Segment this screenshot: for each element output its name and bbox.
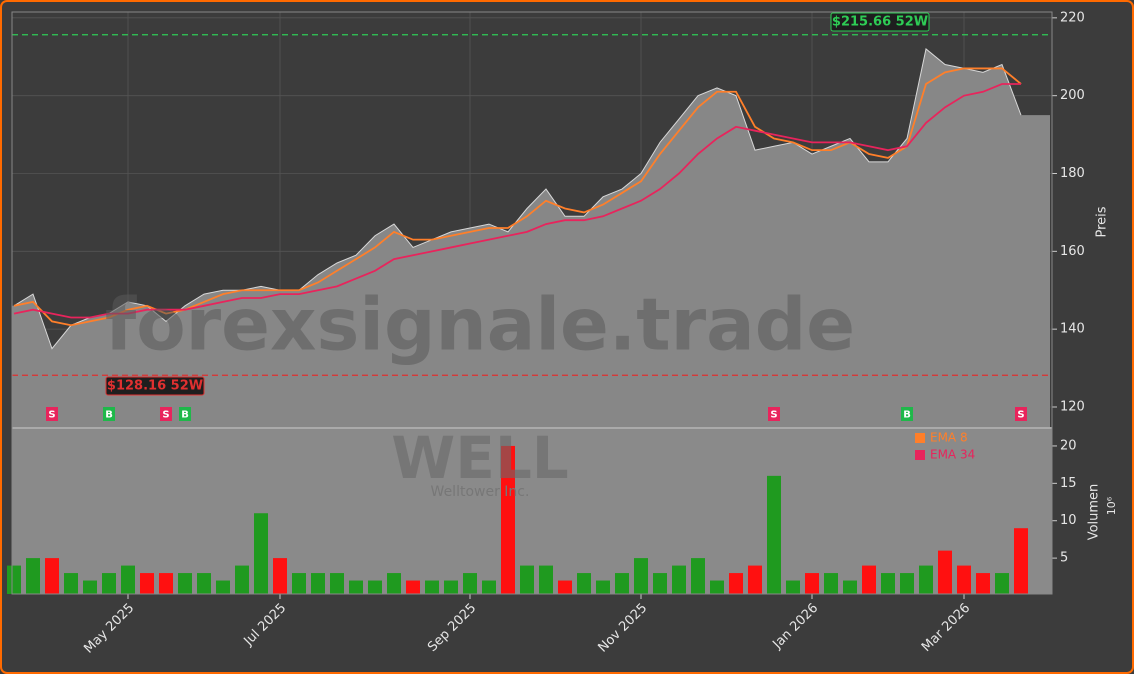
signal-box — [901, 407, 913, 421]
volume-bar — [140, 573, 154, 594]
signal-box — [160, 407, 172, 421]
y-tick-label: 140 — [1060, 322, 1085, 337]
volume-bar — [406, 580, 420, 594]
volume-tick-label: 20 — [1060, 438, 1077, 453]
volume-tick-label: 10 — [1060, 513, 1077, 528]
y-tick-label: 120 — [1060, 399, 1085, 414]
volume-bar — [786, 580, 800, 594]
volume-bar — [292, 573, 306, 594]
watermark-company: Welltower Inc. — [431, 484, 530, 500]
level-box — [105, 376, 205, 396]
volume-bar — [900, 573, 914, 594]
volume-bar — [653, 573, 667, 594]
volume-bar — [596, 580, 610, 594]
volume-axis-label: Volumen — [1087, 484, 1102, 541]
volume-bar — [311, 573, 325, 594]
signal-label: S — [1017, 410, 1024, 421]
volume-bar — [216, 580, 230, 594]
volume-bar — [729, 573, 743, 594]
volume-bar — [349, 580, 363, 594]
level-label: $215.66 52W — [832, 15, 928, 30]
volume-bar — [710, 580, 724, 594]
signal-box — [46, 407, 58, 421]
volume-bar — [330, 573, 344, 594]
volume-bar — [1014, 528, 1028, 594]
signal-label: B — [181, 410, 189, 421]
plot-border — [11, 11, 1053, 595]
level-label: $128.16 52W — [107, 379, 203, 394]
volume-bar — [45, 558, 59, 594]
signal-box — [768, 407, 780, 421]
watermark: forexsignale.trade — [105, 283, 855, 367]
volume-bar — [824, 573, 838, 594]
signal-label: S — [48, 410, 55, 421]
volume-bar — [634, 558, 648, 594]
volume-bar — [957, 565, 971, 594]
volume-bar — [748, 565, 762, 594]
volume-bar — [7, 565, 21, 594]
volume-bar — [482, 580, 496, 594]
volume-bar — [976, 573, 990, 594]
signal-box — [103, 407, 115, 421]
volume-bar — [995, 573, 1009, 594]
volume-bar — [691, 558, 705, 594]
y-tick-label: 220 — [1060, 10, 1085, 25]
volume-bar — [520, 565, 534, 594]
volume-bar — [862, 565, 876, 594]
volume-bar — [881, 573, 895, 594]
legend-label: EMA 8 — [930, 431, 968, 445]
volume-tick-label: 15 — [1060, 476, 1077, 491]
y-axis-label: Preis — [1095, 206, 1110, 237]
signal-label: S — [770, 410, 777, 421]
signal-label: B — [903, 410, 911, 421]
y-tick-label: 160 — [1060, 244, 1085, 259]
y-tick-label: 180 — [1060, 166, 1085, 181]
volume-bar — [235, 565, 249, 594]
volume-bar — [805, 573, 819, 594]
volume-bar — [539, 565, 553, 594]
volume-bar — [463, 573, 477, 594]
y-tick-label: 200 — [1060, 88, 1085, 103]
legend-swatch — [915, 450, 925, 460]
volume-bar — [577, 573, 591, 594]
volume-unit: 10⁶ — [1105, 496, 1118, 515]
volume-bar — [64, 573, 78, 594]
volume-bar — [197, 573, 211, 594]
legend-label: EMA 34 — [930, 448, 975, 462]
volume-bar — [615, 573, 629, 594]
volume-bar — [83, 580, 97, 594]
legend-swatch — [915, 433, 925, 443]
signal-box — [1015, 407, 1027, 421]
volume-tick-label: 5 — [1060, 551, 1068, 566]
volume-bar — [387, 573, 401, 594]
signal-box — [179, 407, 191, 421]
volume-bar — [121, 565, 135, 594]
volume-bar — [843, 580, 857, 594]
volume-bar — [273, 558, 287, 594]
volume-bar — [501, 445, 515, 594]
price-area — [12, 48, 1050, 429]
volume-bar — [254, 513, 268, 594]
volume-bar — [26, 558, 40, 594]
volume-bar — [159, 573, 173, 594]
ema-line — [13, 83, 1021, 319]
volume-bar — [938, 550, 952, 594]
volume-bar — [102, 573, 116, 594]
watermark-ticker: WELL — [391, 424, 569, 492]
signal-label: B — [105, 410, 113, 421]
volume-bar — [368, 580, 382, 594]
volume-bar — [767, 475, 781, 594]
signal-label: S — [162, 410, 169, 421]
volume-bar — [425, 580, 439, 594]
volume-bar — [178, 573, 192, 594]
volume-bar — [558, 580, 572, 594]
level-box — [830, 12, 930, 32]
volume-bar — [444, 580, 458, 594]
volume-bar — [672, 565, 686, 594]
volume-bar — [919, 565, 933, 594]
